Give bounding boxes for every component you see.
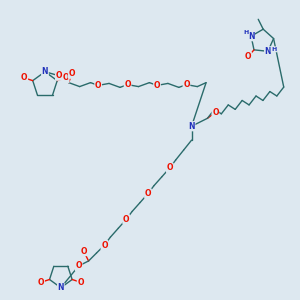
Text: H: H (244, 30, 249, 35)
Text: N: N (248, 32, 254, 41)
Text: O: O (75, 261, 82, 270)
Text: O: O (77, 278, 84, 287)
Text: O: O (101, 241, 108, 250)
Text: N: N (42, 67, 48, 76)
Text: O: O (21, 74, 28, 82)
Text: O: O (145, 189, 151, 198)
Text: O: O (245, 52, 251, 61)
Text: N: N (58, 283, 64, 292)
Text: O: O (80, 247, 87, 256)
Text: N: N (188, 122, 195, 131)
Text: H: H (271, 47, 277, 52)
Text: O: O (167, 163, 173, 172)
Text: O: O (95, 81, 101, 90)
Text: O: O (124, 80, 131, 89)
Text: O: O (212, 108, 219, 117)
Text: O: O (56, 71, 62, 80)
Text: O: O (68, 69, 75, 78)
Text: O: O (38, 278, 44, 287)
Text: O: O (123, 215, 130, 224)
Text: O: O (183, 80, 190, 89)
Text: N: N (265, 47, 271, 56)
Text: O: O (154, 81, 160, 90)
Text: O: O (62, 74, 69, 82)
